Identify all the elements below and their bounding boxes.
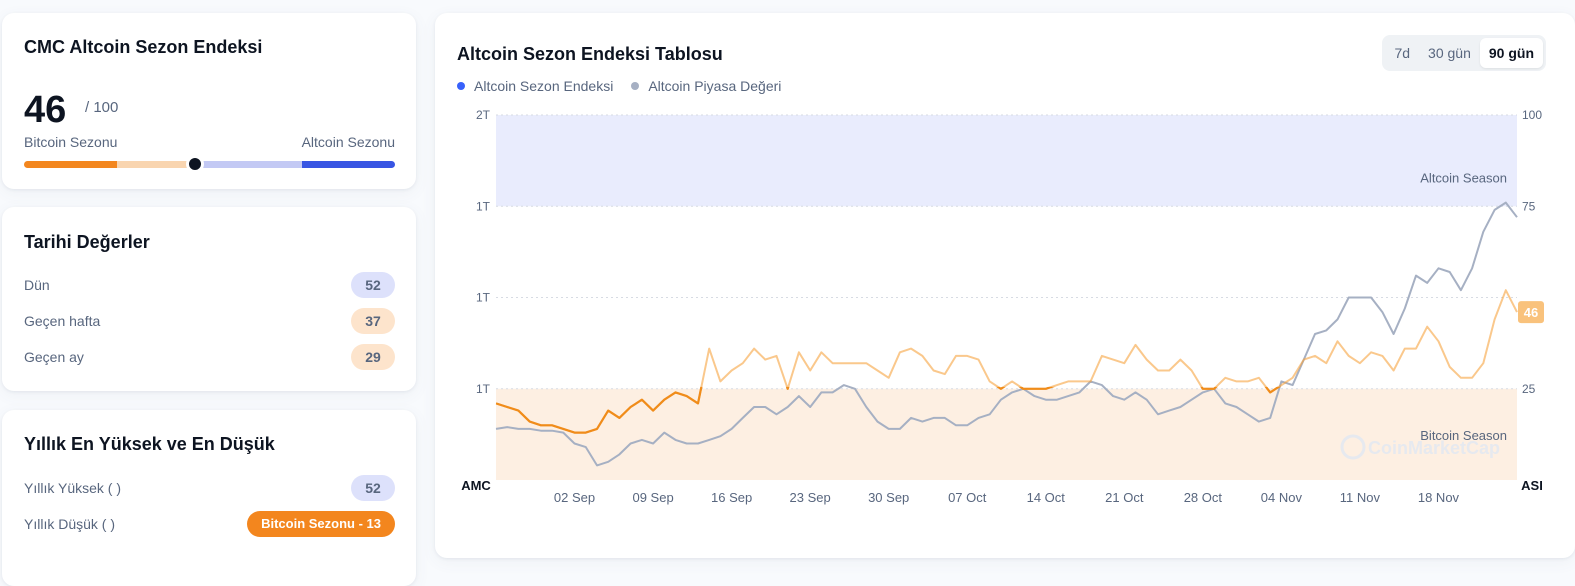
yearly-high-badge: 52 <box>351 474 395 501</box>
current-value-label: 46 <box>1524 305 1538 320</box>
x-axis-tick-label: 07 Oct <box>948 490 987 505</box>
chart-legend: Altcoin Sezon Endeksi Altcoin Piyasa Değ… <box>457 78 781 94</box>
index-max: / 100 <box>85 99 119 116</box>
historical-values-card: Tarihi Değerler Dün 52 Geçen hafta 37 Ge… <box>2 207 416 391</box>
legend-item-index[interactable]: Altcoin Sezon Endeksi <box>457 78 613 94</box>
legend-item-market-cap[interactable]: Altcoin Piyasa Değeri <box>631 78 781 94</box>
x-axis-tick-label: 11 Nov <box>1340 490 1381 505</box>
x-axis-tick-label: 04 Nov <box>1261 490 1303 505</box>
history-label: Geçen ay <box>24 348 84 365</box>
history-label: Dün <box>24 276 50 293</box>
history-row-yesterday: Dün 52 <box>24 271 395 298</box>
chart-grid <box>496 114 1517 390</box>
coinmarketcap-logo-icon <box>1340 434 1366 460</box>
left-axis-tick-label: 1T <box>476 291 491 305</box>
altcoin-season-chart[interactable]: Altcoin Season Bitcoin Season CoinMarket… <box>435 13 1575 558</box>
market-cap-line <box>495 201 1518 467</box>
yearly-high-low-card: Yıllık En Yüksek ve En Düşük Yıllık Yüks… <box>2 410 416 586</box>
right-axis-tick-label: 100 <box>1522 108 1542 122</box>
axis-ticks: 2T 1T 1T 1T 100 75 25 02 Sep 09 Sep 16 Sep 23 Sep 3… <box>476 108 1542 505</box>
historical-values-title: Tarihi Değerler <box>24 232 150 252</box>
yearly-high-low-title: Yıllık En Yüksek ve En Düşük <box>24 434 275 454</box>
current-value-badge: 46 <box>1518 301 1544 324</box>
x-axis-tick-label: 16 Sep <box>711 490 752 505</box>
history-label: Geçen hafta <box>24 312 101 329</box>
chart-title: Altcoin Sezon Endeksi Tablosu <box>457 44 723 64</box>
right-axis-title: ASI <box>1521 478 1543 493</box>
legend-label: Altcoin Sezon Endeksi <box>474 78 614 94</box>
yearly-low-label: Yıllık Düşük ( ) <box>24 515 116 532</box>
series-layer <box>495 201 1518 467</box>
index-line-bitcoin-segment <box>496 386 1281 434</box>
bitcoin-season-label: Bitcoin Sezonu <box>24 134 118 150</box>
x-axis-tick-label: 09 Sep <box>632 490 673 505</box>
yearly-high-row: Yıllık Yüksek ( ) 52 <box>24 474 395 501</box>
left-axis-tick-label: 2T <box>476 108 491 122</box>
altcoin-season-band-label: Altcoin Season <box>1420 171 1507 186</box>
tab-7d[interactable]: 7d <box>1394 45 1411 61</box>
bitcoin-season-band <box>496 388 1517 480</box>
x-axis-tick-label: 21 Oct <box>1105 490 1144 505</box>
logo-ring <box>1340 434 1366 460</box>
x-axis-tick-label: 23 Sep <box>790 490 831 505</box>
x-axis-tick-label: 18 Nov <box>1418 490 1460 505</box>
right-axis-tick-label: 25 <box>1522 382 1536 396</box>
range-tabs: 7d 30 gün 90 gün <box>1382 35 1546 71</box>
bitcoin-season-band-label: Bitcoin Season <box>1420 428 1507 443</box>
yearly-low-badge: Bitcoin Sezonu - 13 <box>247 510 395 537</box>
legend-dot-icon <box>631 82 640 90</box>
history-value-badge: 52 <box>351 271 395 298</box>
left-axis-tick-label: 1T <box>476 382 491 396</box>
altcoin-season-label: Altcoin Sezonu <box>301 134 395 150</box>
history-value-badge: 37 <box>351 307 395 334</box>
x-axis-tick-label: 02 Sep <box>554 490 595 505</box>
history-value-badge: 29 <box>351 343 395 370</box>
altcoin-season-index-card: CMC Altcoin Sezon Endeksi 46 / 100 Bitco… <box>2 13 416 189</box>
gauge-knob <box>186 156 203 172</box>
x-axis-tick-label: 30 Sep <box>868 490 909 505</box>
history-row-last-month: Geçen ay 29 <box>24 343 395 370</box>
left-axis-tick-label: 1T <box>476 199 491 213</box>
index-card-title: CMC Altcoin Sezon Endeksi <box>24 37 263 57</box>
x-axis-tick-label: 14 Oct <box>1027 490 1066 505</box>
tab-90d[interactable]: 90 gün <box>1479 38 1543 68</box>
yearly-high-label: Yıllık Yüksek ( ) <box>24 479 121 496</box>
yearly-low-row: Yıllık Düşük ( ) Bitcoin Sezonu - 13 <box>24 510 395 537</box>
history-row-last-week: Geçen hafta 37 <box>24 307 395 334</box>
legend-label: Altcoin Piyasa Değeri <box>648 78 782 94</box>
right-axis-tick-label: 75 <box>1522 199 1536 213</box>
legend-dot-icon <box>457 82 465 90</box>
coinmarketcap-watermark: CoinMarketCap <box>1368 438 1500 458</box>
left-axis-title: AMC <box>461 478 491 493</box>
tab-30d[interactable]: 30 gün <box>1428 45 1471 61</box>
x-axis-tick-label: 28 Oct <box>1184 490 1223 505</box>
season-gauge-bar <box>24 161 395 168</box>
index-value: 46 <box>24 89 67 131</box>
chart-card: Altcoin Sezon Endeksi Tablosu Altcoin Se… <box>435 13 1575 558</box>
altcoin-season-band <box>496 115 1517 207</box>
